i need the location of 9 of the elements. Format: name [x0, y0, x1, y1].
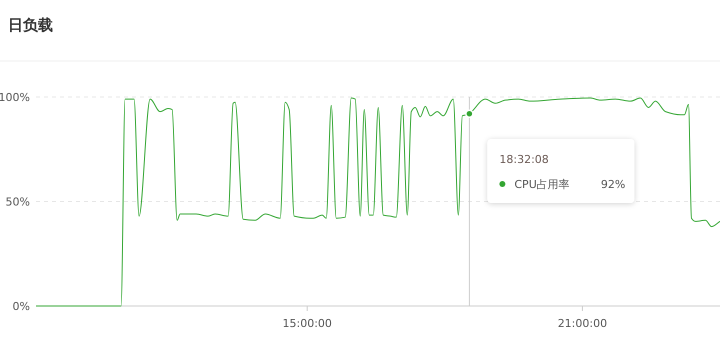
x-tick-label: 21:00:00 — [558, 317, 608, 330]
x-tick-label: 15:00:00 — [282, 317, 332, 330]
y-tick-label: 0% — [12, 300, 30, 313]
annotation: 18:32:08 — [499, 153, 549, 166]
title: 日负载 — [8, 16, 53, 34]
y-tick-label: 50% — [6, 196, 30, 208]
y-tick-label: 100% — [0, 91, 30, 104]
annotation: 92% — [600, 178, 626, 191]
legend-label: CPU占用率 — [514, 178, 570, 191]
